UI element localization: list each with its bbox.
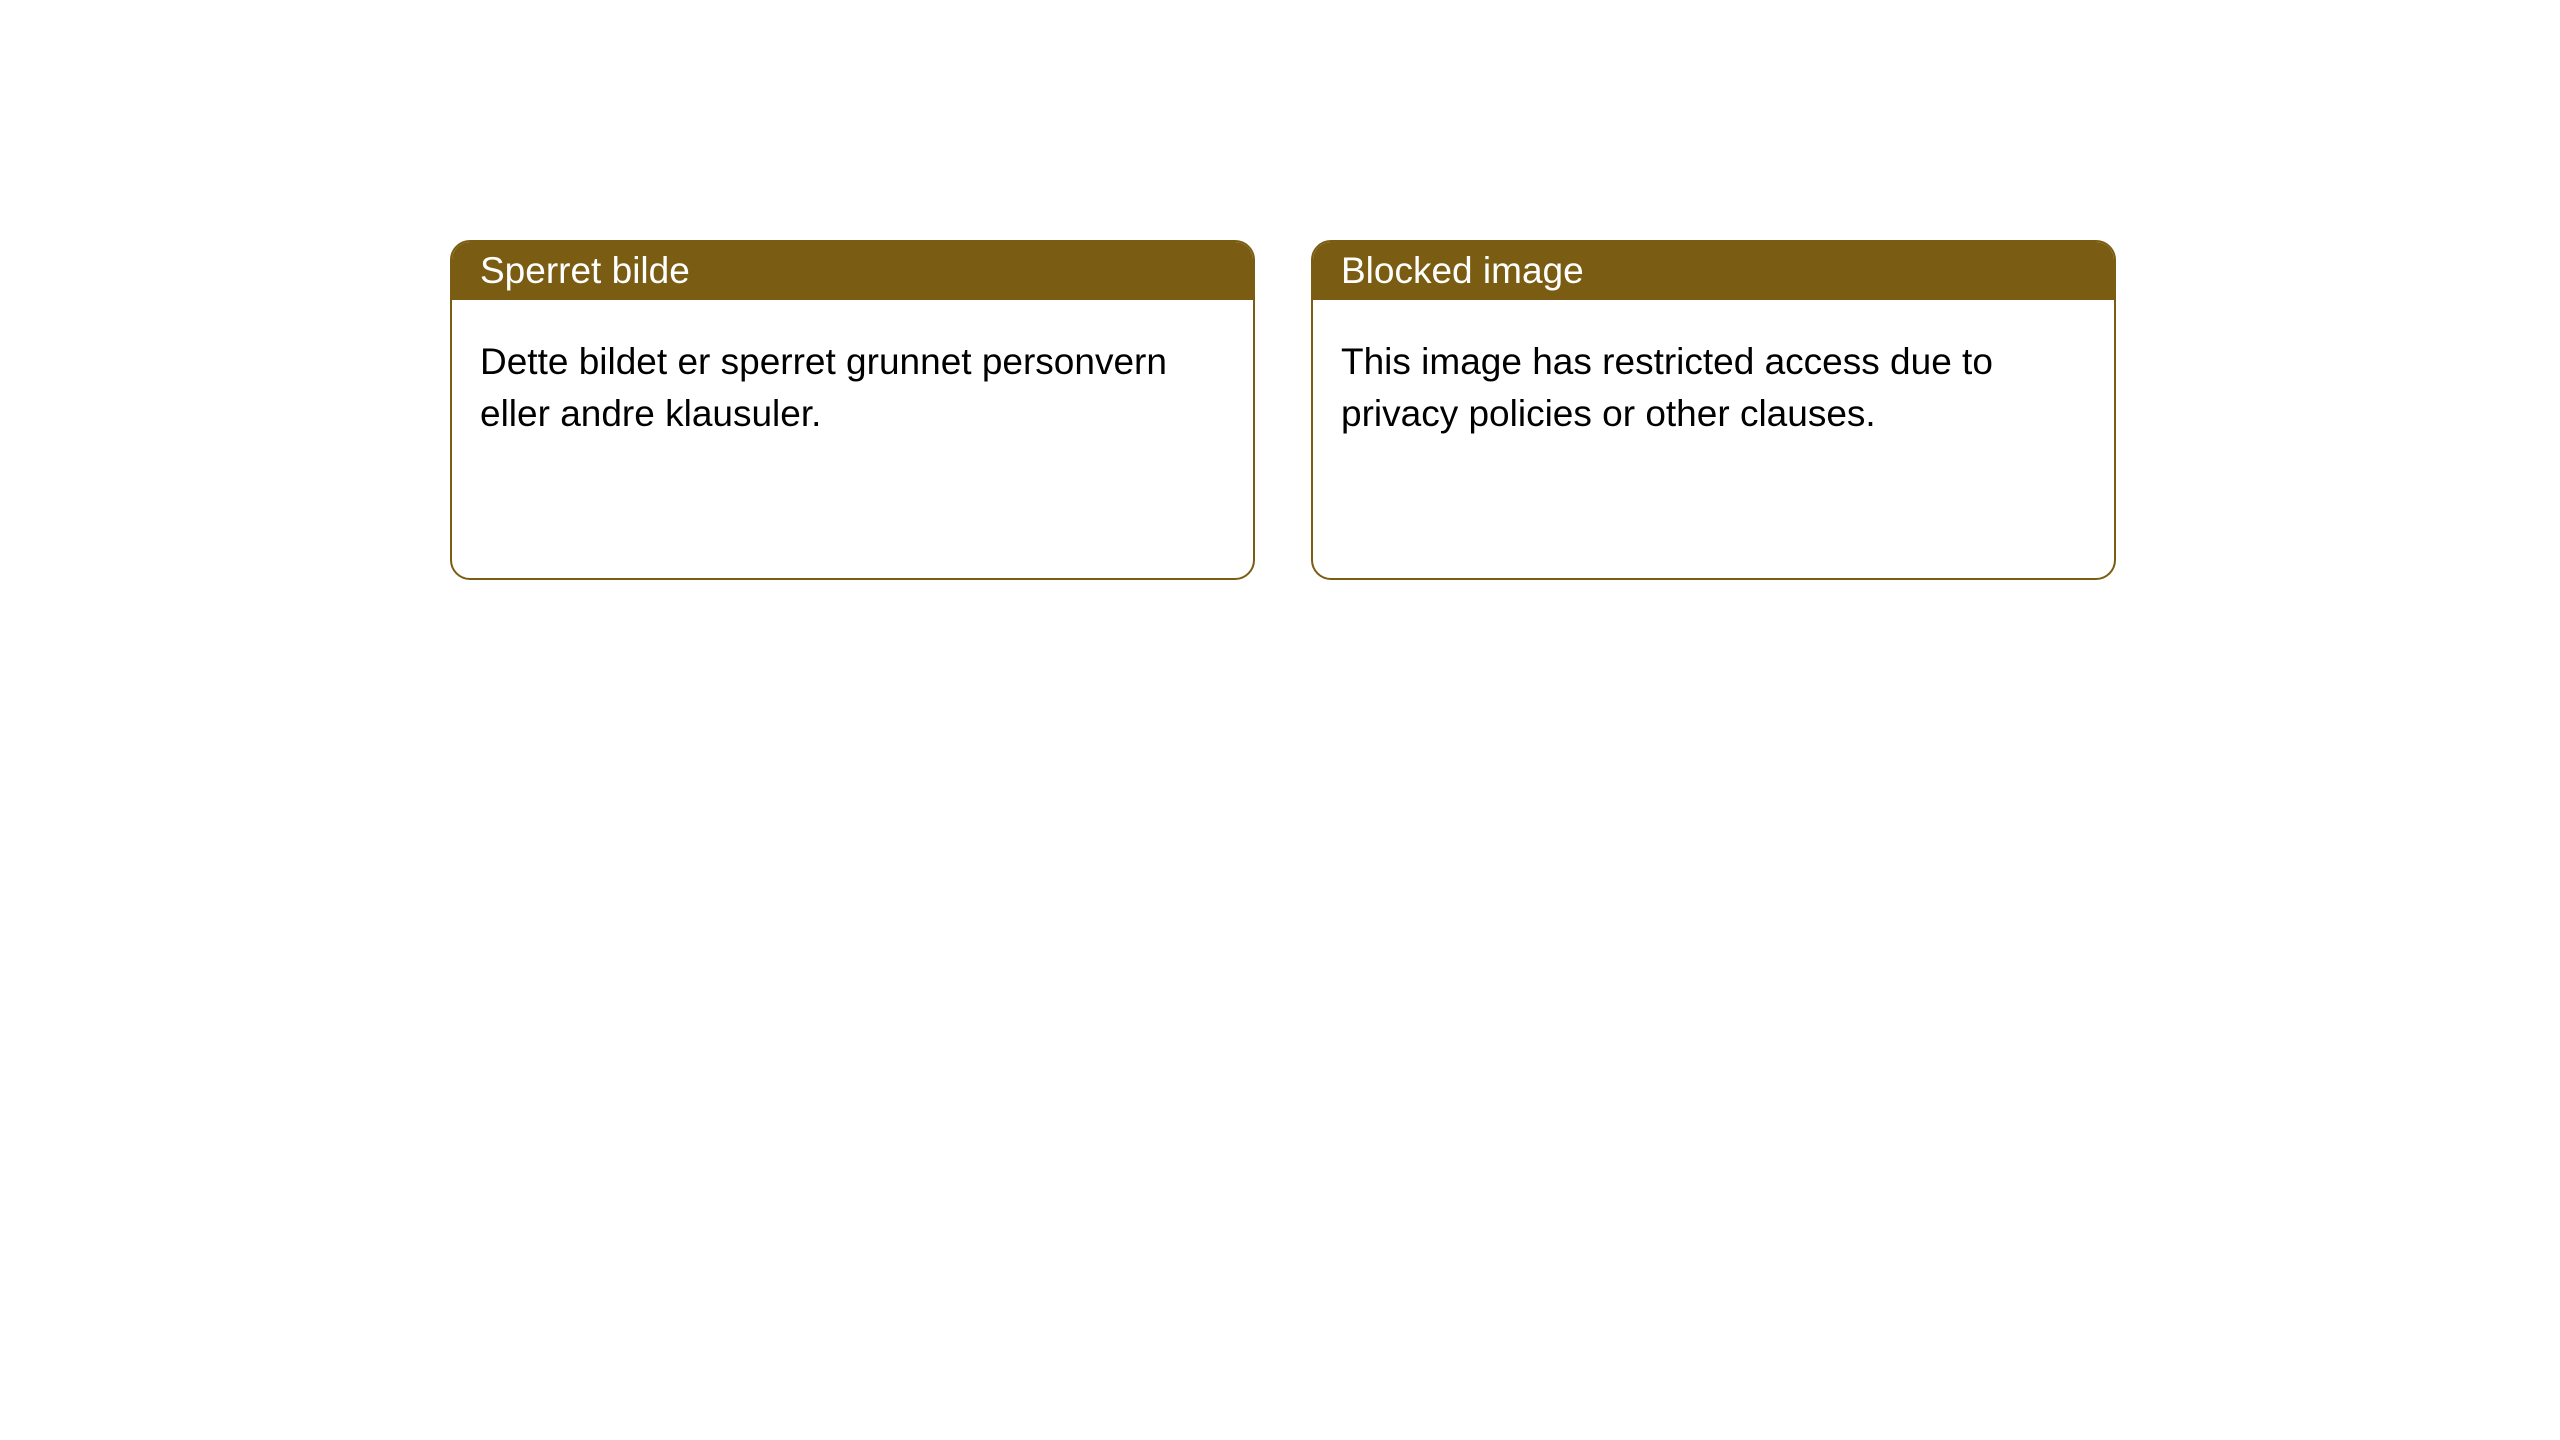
notice-header-no: Sperret bilde <box>452 242 1253 300</box>
notice-header-en: Blocked image <box>1313 242 2114 300</box>
notice-box-no: Sperret bilde Dette bildet er sperret gr… <box>450 240 1255 580</box>
notices-container: Sperret bilde Dette bildet er sperret gr… <box>450 240 2116 580</box>
notice-body-no: Dette bildet er sperret grunnet personve… <box>452 300 1253 476</box>
notice-body-en: This image has restricted access due to … <box>1313 300 2114 476</box>
notice-box-en: Blocked image This image has restricted … <box>1311 240 2116 580</box>
